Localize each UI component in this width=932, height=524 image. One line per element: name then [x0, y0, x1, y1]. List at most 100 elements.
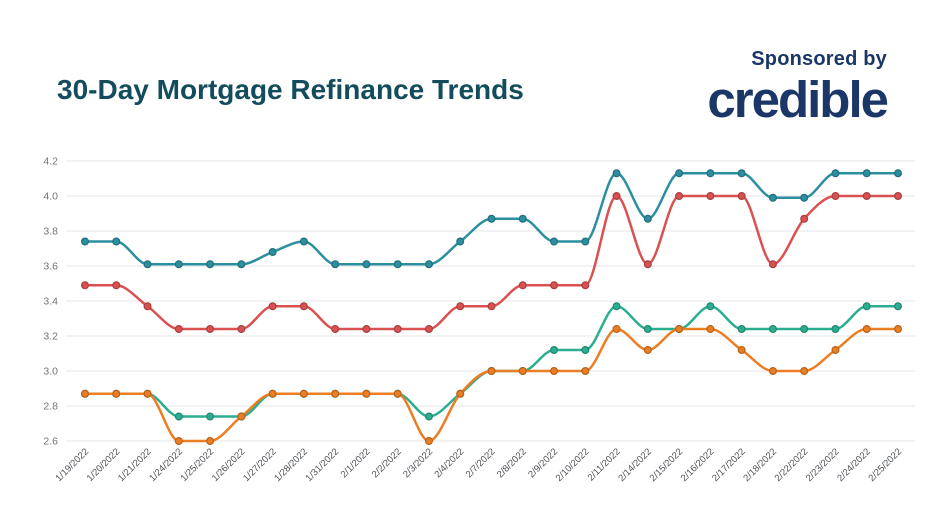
point-red-series: [768, 260, 777, 269]
point-teal-series: [893, 169, 902, 178]
point-red-series: [581, 281, 590, 290]
point-teal-series: [237, 260, 246, 269]
line-red-series: [83, 194, 900, 331]
point-red-series: [456, 302, 465, 311]
point-green-series: [612, 302, 621, 311]
point-red-series: [299, 302, 308, 311]
point-orange-series: [331, 389, 340, 398]
point-red-series: [237, 325, 246, 334]
point-orange-series: [393, 389, 402, 398]
point-red-series: [706, 192, 715, 201]
x-tick-label: 1/31/2022: [304, 446, 342, 484]
y-tick-label: 2.6: [43, 436, 58, 448]
point-orange-series: [643, 346, 652, 355]
point-teal-series: [643, 214, 652, 223]
point-teal-series: [174, 260, 183, 269]
point-teal-series: [862, 169, 871, 178]
point-green-series: [174, 412, 183, 421]
point-orange-series: [581, 367, 590, 376]
point-orange-series: [768, 367, 777, 376]
credible-logo: credible: [707, 71, 889, 128]
point-green-series: [424, 412, 433, 421]
sponsor-block: Sponsored by credible: [707, 48, 889, 128]
point-orange-series: [424, 437, 433, 446]
point-orange-series: [706, 325, 715, 334]
point-teal-series: [112, 237, 121, 246]
point-orange-series: [737, 346, 746, 355]
point-teal-series: [456, 237, 465, 246]
point-teal-series: [612, 169, 621, 178]
y-tick-label: 2.8: [43, 401, 58, 413]
point-red-series: [893, 192, 902, 201]
point-teal-series: [831, 169, 840, 178]
point-teal-series: [362, 260, 371, 269]
point-red-series: [331, 325, 340, 334]
point-teal-series: [581, 237, 590, 246]
point-green-series: [862, 302, 871, 311]
point-orange-series: [675, 325, 684, 334]
point-red-series: [80, 281, 89, 290]
point-orange-series: [518, 367, 527, 376]
point-teal-series: [737, 169, 746, 178]
point-green-series: [768, 325, 777, 334]
point-red-series: [112, 281, 121, 290]
x-tick-label: 2/8/2022: [495, 446, 529, 480]
point-red-series: [393, 325, 402, 334]
y-tick-label: 4.2: [43, 156, 58, 168]
point-green-series: [581, 346, 590, 355]
point-orange-series: [487, 367, 496, 376]
point-teal-series: [424, 260, 433, 269]
point-teal-series: [393, 260, 402, 269]
point-red-series: [362, 325, 371, 334]
point-green-series: [831, 325, 840, 334]
point-green-series: [737, 325, 746, 334]
line-green-series: [83, 305, 900, 418]
point-red-series: [174, 325, 183, 334]
point-orange-series: [174, 437, 183, 446]
point-red-series: [268, 302, 277, 311]
point-teal-series: [800, 193, 809, 202]
point-red-series: [643, 260, 652, 269]
x-tick-label: 2/7/2022: [464, 446, 498, 480]
point-orange-series: [862, 325, 871, 334]
point-green-series: [893, 302, 902, 311]
x-tick-label: 2/25/2022: [866, 446, 904, 484]
point-red-series: [800, 214, 809, 223]
line-orange-series: [83, 327, 900, 443]
point-teal-series: [143, 260, 152, 269]
point-red-series: [550, 281, 559, 290]
point-teal-series: [331, 260, 340, 269]
y-tick-label: 3.2: [43, 331, 58, 343]
point-teal-series: [487, 214, 496, 223]
point-orange-series: [456, 389, 465, 398]
x-tick-label: 2/10/2022: [554, 446, 592, 484]
y-tick-label: 4.0: [43, 191, 58, 203]
point-orange-series: [299, 389, 308, 398]
y-tick-label: 3.0: [43, 366, 58, 378]
point-orange-series: [80, 389, 89, 398]
point-red-series: [518, 281, 527, 290]
point-teal-series: [518, 214, 527, 223]
point-green-series: [206, 412, 215, 421]
point-green-series: [550, 346, 559, 355]
x-tick-label: 2/1/2022: [339, 446, 373, 480]
point-orange-series: [268, 389, 277, 398]
point-orange-series: [206, 437, 215, 446]
point-teal-series: [550, 237, 559, 246]
point-teal-series: [299, 237, 308, 246]
x-tick-label: 2/4/2022: [432, 446, 466, 480]
point-orange-series: [800, 367, 809, 376]
point-red-series: [862, 192, 871, 201]
point-red-series: [612, 192, 621, 201]
y-tick-label: 3.4: [43, 296, 58, 308]
point-green-series: [706, 302, 715, 311]
x-tick-label: 2/3/2022: [401, 446, 435, 480]
point-teal-series: [706, 169, 715, 178]
point-teal-series: [80, 237, 89, 246]
point-orange-series: [143, 389, 152, 398]
point-teal-series: [768, 193, 777, 202]
point-orange-series: [831, 346, 840, 355]
point-red-series: [206, 325, 215, 334]
point-red-series: [143, 302, 152, 311]
